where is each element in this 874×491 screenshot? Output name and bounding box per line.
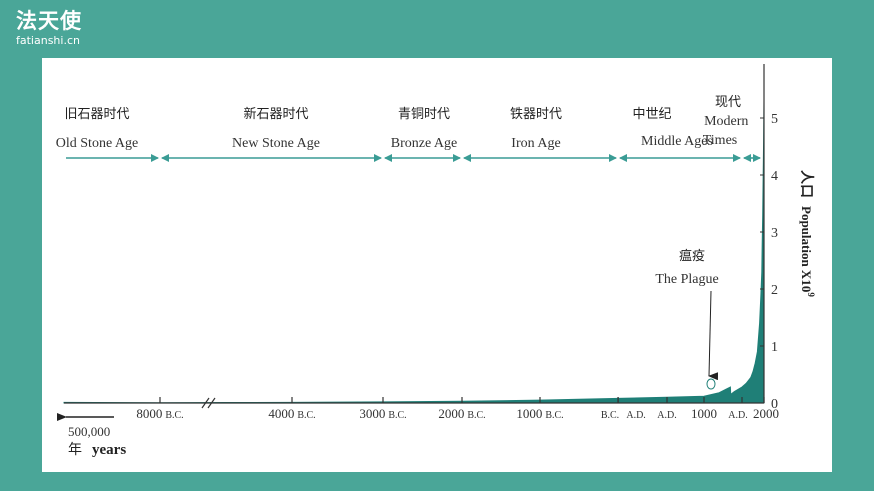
era-labels: 旧石器时代 Old Stone Age 新石器时代 New Stone Age … xyxy=(56,95,752,151)
era-label-zh: 青铜时代 xyxy=(398,107,450,122)
x-tick-label: A.D. xyxy=(728,410,747,421)
era-label-zh: 新石器时代 xyxy=(243,106,308,122)
population-chart: 8000 B.C. 4000 B.C. 3000 B.C. 2000 B.C. 1000 B.C.… xyxy=(56,64,816,458)
x-tick-label: 8000 B.C. xyxy=(136,406,183,421)
x-axis-title-zh: 年 xyxy=(68,442,82,458)
x-tick-label: 4000 B.C. xyxy=(268,406,315,421)
x-tick-label: 2000 B.C. xyxy=(438,406,485,421)
era-label-en: Old Stone Age xyxy=(56,136,138,151)
y-tick-label: 4 xyxy=(771,169,778,184)
y-tick-label: 1 xyxy=(771,340,778,355)
x-ticks: 8000 B.C. 4000 B.C. 3000 B.C. 2000 B.C. 1000 B.C.… xyxy=(136,397,779,421)
brand-title: 法天使 xyxy=(16,9,82,33)
era-label-en: Middle Ages xyxy=(641,134,713,149)
brand-logo: 法天使 fatianshi.cn xyxy=(16,8,82,48)
axis-break-mark xyxy=(201,397,216,409)
x-axis-title: 年 years xyxy=(68,442,126,458)
brand-url: fatianshi.cn xyxy=(16,34,80,47)
x-tick-label: B.C. xyxy=(601,410,619,421)
y-ticks: 0 1 2 3 4 5 xyxy=(760,112,778,412)
plague-arrow xyxy=(708,290,719,381)
era-label-zh: 现代 xyxy=(715,95,741,110)
x-tick-label: 2000 xyxy=(753,406,779,421)
start-marker: 500,000 xyxy=(57,413,114,439)
plague-annotation: 瘟疫 The Plague xyxy=(655,248,719,390)
era-label-en: Bronze Age xyxy=(391,136,457,151)
x-tick-label: 1000 B.C. xyxy=(516,406,563,421)
era-label-zh: 中世纪 xyxy=(632,107,671,122)
y-axis-title-exp: 9 xyxy=(806,292,816,297)
x-tick-label: A.D. xyxy=(657,410,676,421)
y-axis-title-en: Population X10 xyxy=(799,206,814,292)
plague-label-en: The Plague xyxy=(655,272,718,287)
era-label-zh: 铁器时代 xyxy=(510,107,562,122)
era-label-zh: 旧石器时代 xyxy=(64,107,129,122)
y-tick-label: 2 xyxy=(771,283,778,298)
y-tick-label: 5 xyxy=(771,112,778,127)
x-tick-label: A.D. xyxy=(626,410,645,421)
start-label: 500,000 xyxy=(68,424,110,439)
plague-dip-marker xyxy=(706,378,716,390)
x-tick-label: 3000 B.C. xyxy=(359,406,406,421)
population-area xyxy=(63,100,765,404)
era-label-en: Iron Age xyxy=(511,136,560,151)
y-axis-title-zh: 人口 xyxy=(798,170,815,198)
x-tick-label: 1000 xyxy=(691,406,717,421)
y-tick-label: 0 xyxy=(771,397,778,412)
chart-panel: 8000 B.C. 4000 B.C. 3000 B.C. 2000 B.C. 1000 B.C.… xyxy=(42,58,832,472)
y-tick-label: 3 xyxy=(771,226,778,241)
era-label-en-multiline: Modern Times xyxy=(703,114,752,148)
y-axis-title: 人口 Population X109 xyxy=(798,170,816,297)
plague-label-zh: 瘟疫 xyxy=(679,248,705,264)
era-label-en: New Stone Age xyxy=(232,136,320,151)
x-axis-title-en: years xyxy=(92,442,126,458)
